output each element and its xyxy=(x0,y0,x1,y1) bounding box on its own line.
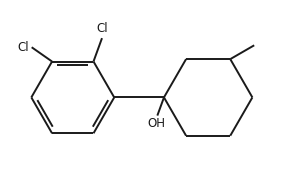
Text: Cl: Cl xyxy=(96,22,108,35)
Text: OH: OH xyxy=(147,117,165,130)
Text: Cl: Cl xyxy=(17,41,29,54)
